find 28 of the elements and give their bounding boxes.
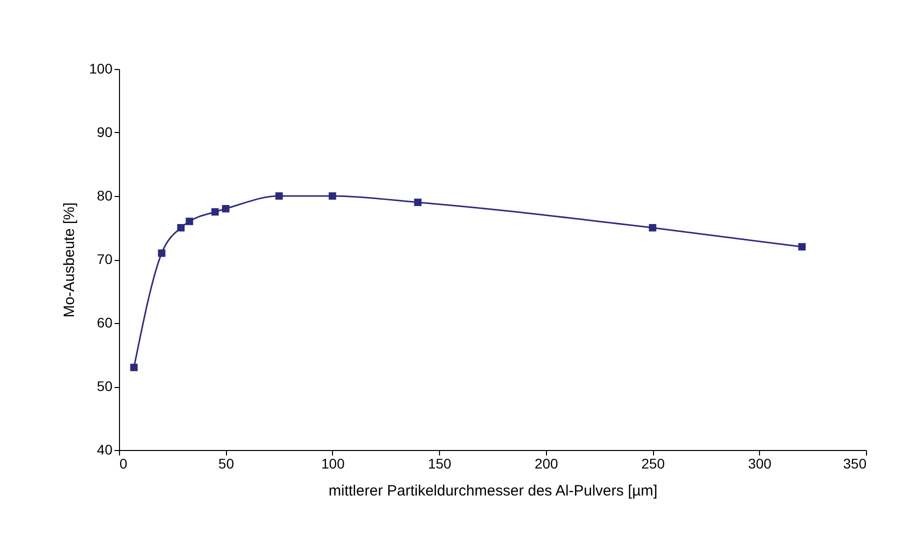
y-tick-label: 60 [96,314,113,330]
x-tick-label: 200 [534,456,558,472]
x-tick-label: 50 [218,456,234,472]
x-axis-title: mittlerer Partikeldurchmesser des Al-Pulvers [µm] [328,482,658,500]
point [798,243,806,251]
x-tick-label: 0 [120,456,128,472]
y-tick-label: 90 [96,124,113,140]
y-tick-label: 50 [96,378,113,394]
point [275,192,283,200]
x-tick-label: 300 [748,456,772,472]
y-tick-label: 100 [89,60,113,76]
x-tick-label: 100 [321,456,345,472]
point [222,204,230,212]
y-tick-label: 80 [96,188,113,204]
point [130,364,138,372]
x-tick-label: 150 [428,456,452,472]
point [177,224,185,232]
point [186,218,194,226]
y-axis-title: Mo-Ausbeute [%] [61,202,78,318]
point [158,249,166,257]
y-tick-label: 70 [96,251,113,267]
point [328,192,336,200]
y-tick-label: 40 [96,442,113,458]
point [211,208,219,216]
x-tick-label: 350 [843,456,867,472]
point [414,198,422,206]
point [648,224,656,232]
x-tick-label: 250 [641,456,665,472]
